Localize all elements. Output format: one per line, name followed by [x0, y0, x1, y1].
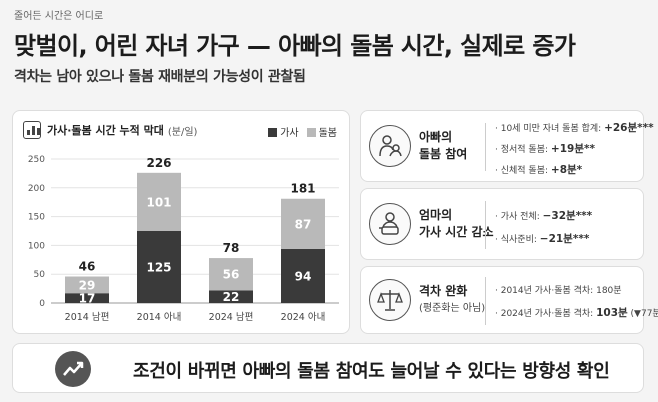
- legend-swatch-housework: [268, 128, 278, 137]
- bar-segment-housework: [137, 231, 181, 303]
- detail-row: · 신체적 돌봄: +8분*: [495, 164, 583, 176]
- divider: [485, 123, 486, 171]
- kicker: 줄어든 시간은 어디로: [14, 11, 104, 22]
- card-father-care: 아빠의 돌봄 참여 · 10세 미만 자녀 돌봄 합계: +26분*** · 정…: [360, 110, 654, 182]
- bar-segment-care: [281, 198, 325, 249]
- detail-value: 180분: [596, 286, 622, 296]
- detail-label: 정서적 돌봄:: [500, 145, 549, 155]
- data-label: 29: [79, 278, 96, 292]
- card-mother-housework: 엄마의 가사 시간 감소 · 가사 전체: −32분*** · 식사준비: −2…: [360, 188, 644, 260]
- banner-text: 조건이 바뀌면 아빠의 돌봄 참여도 늘어날 수 있다는 방향성 확인: [133, 361, 610, 382]
- chart-legend: 가사 돌봄: [268, 124, 337, 139]
- trend-up-icon: [55, 351, 91, 387]
- card-label-line1: 격차 완화: [419, 284, 468, 298]
- conclusion-banner: 조건이 바뀌면 아빠의 돌봄 참여도 늘어날 수 있다는 방향성 확인: [12, 343, 644, 393]
- detail-value: +26분***: [604, 122, 654, 134]
- card-label-line1: 엄마의: [419, 208, 453, 222]
- detail-value: +8분*: [550, 164, 583, 176]
- bar-chart-icon: [23, 121, 41, 139]
- detail-label: 2014년 가사·돌봄 격차:: [500, 286, 594, 296]
- card-label: 엄마의 가사 시간 감소: [419, 207, 494, 241]
- card-label-line1: 아빠의: [419, 130, 453, 144]
- data-label: 94: [295, 269, 312, 283]
- y-tick-label: 0: [39, 299, 45, 309]
- detail-value: −32분***: [542, 210, 593, 222]
- bar-segment-care: [65, 276, 109, 294]
- x-tick-label: 2014 남편: [65, 311, 110, 323]
- bar-segment-care: [209, 258, 253, 291]
- data-label: 101: [146, 195, 171, 209]
- card-label-line2: 가사 시간 감소: [419, 225, 494, 239]
- divider: [485, 201, 486, 249]
- chart-card: 가사·돌봄 시간 누적 막대 (분/일) 가사 돌봄 0 50 100 150 200 2…: [12, 110, 350, 334]
- mother-housework-icon: [369, 203, 411, 245]
- detail-label: 식사준비:: [500, 235, 537, 245]
- card-label: 아빠의 돌봄 참여: [419, 129, 467, 163]
- card-label: 격차 완화 (평준화는 아님): [419, 283, 485, 317]
- total-label: 226: [146, 156, 171, 170]
- y-tick-label: 200: [28, 184, 45, 194]
- detail-row: · 10세 미만 자녀 돌봄 합계: +26분***: [495, 122, 654, 134]
- detail-value: −21분***: [539, 233, 590, 245]
- detail-note: (▼77분): [630, 309, 658, 319]
- bar-segment-housework: [65, 293, 109, 303]
- detail-label: 신체적 돌봄:: [500, 166, 549, 176]
- chart-unit: (분/일): [167, 126, 198, 138]
- chart-header: 가사·돌봄 시간 누적 막대 (분/일): [23, 119, 197, 141]
- total-label: 181: [290, 182, 315, 196]
- bar-segment-care: [137, 172, 181, 231]
- x-tick-label: 2024 남편: [209, 311, 254, 323]
- data-label: 17: [79, 292, 96, 306]
- y-tick-label: 250: [28, 155, 45, 165]
- detail-row: · 2024년 가사·돌봄 격차: 103분 (▼77분): [495, 305, 658, 320]
- detail-value: 103분: [596, 307, 628, 319]
- data-label: 87: [295, 217, 312, 231]
- detail-row: · 식사준비: −21분***: [495, 233, 590, 245]
- legend-item-housework: 가사: [268, 124, 299, 139]
- data-label: 56: [223, 268, 240, 282]
- detail-label: 가사 전체:: [500, 212, 540, 222]
- detail-row: · 정서적 돌봄: +19분**: [495, 143, 595, 155]
- y-tick-label: 50: [34, 270, 46, 280]
- card-label-line2: 돌봄 참여: [419, 147, 468, 161]
- bar-segment-housework: [209, 290, 253, 303]
- divider: [485, 277, 486, 325]
- y-tick-label: 100: [28, 241, 45, 251]
- card-label-line2: (평준화는 아님): [419, 303, 486, 314]
- bar-segment-housework: [281, 248, 325, 303]
- legend-label-care: 돌봄: [318, 128, 337, 139]
- page-subtitle: 격차는 남아 있으나 돌봄 재배분의 가능성이 관찰됨: [14, 69, 306, 85]
- detail-label: 10세 미만 자녀 돌봄 합계:: [500, 124, 602, 134]
- legend-label-housework: 가사: [280, 128, 299, 139]
- page-title: 맞벌이, 어린 자녀 가구 — 아빠의 돌봄 시간, 실제로 증가: [14, 32, 576, 60]
- detail-row: · 가사 전체: −32분***: [495, 210, 593, 222]
- detail-value: +19분**: [550, 143, 595, 155]
- data-label: 22: [223, 290, 240, 304]
- card-gap-narrowing: 격차 완화 (평준화는 아님) · 2014년 가사·돌봄 격차: 180분 ·…: [360, 266, 658, 334]
- total-label: 78: [223, 241, 240, 255]
- data-label: 125: [146, 261, 171, 275]
- x-tick-label: 2014 아내: [137, 312, 182, 323]
- y-tick-label: 150: [28, 213, 45, 223]
- chart-title: 가사·돌봄 시간 누적 막대: [47, 124, 164, 137]
- total-label: 46: [79, 260, 96, 274]
- legend-swatch-care: [306, 128, 316, 137]
- legend-item-care: 돌봄: [306, 124, 337, 139]
- x-tick-label: 2024 아내: [281, 312, 326, 323]
- balance-scale-icon: [369, 279, 411, 321]
- detail-row: · 2014년 가사·돌봄 격차: 180분: [495, 286, 622, 296]
- father-childcare-icon: [369, 125, 411, 167]
- detail-label: 2024년 가사·돌봄 격차:: [500, 309, 594, 319]
